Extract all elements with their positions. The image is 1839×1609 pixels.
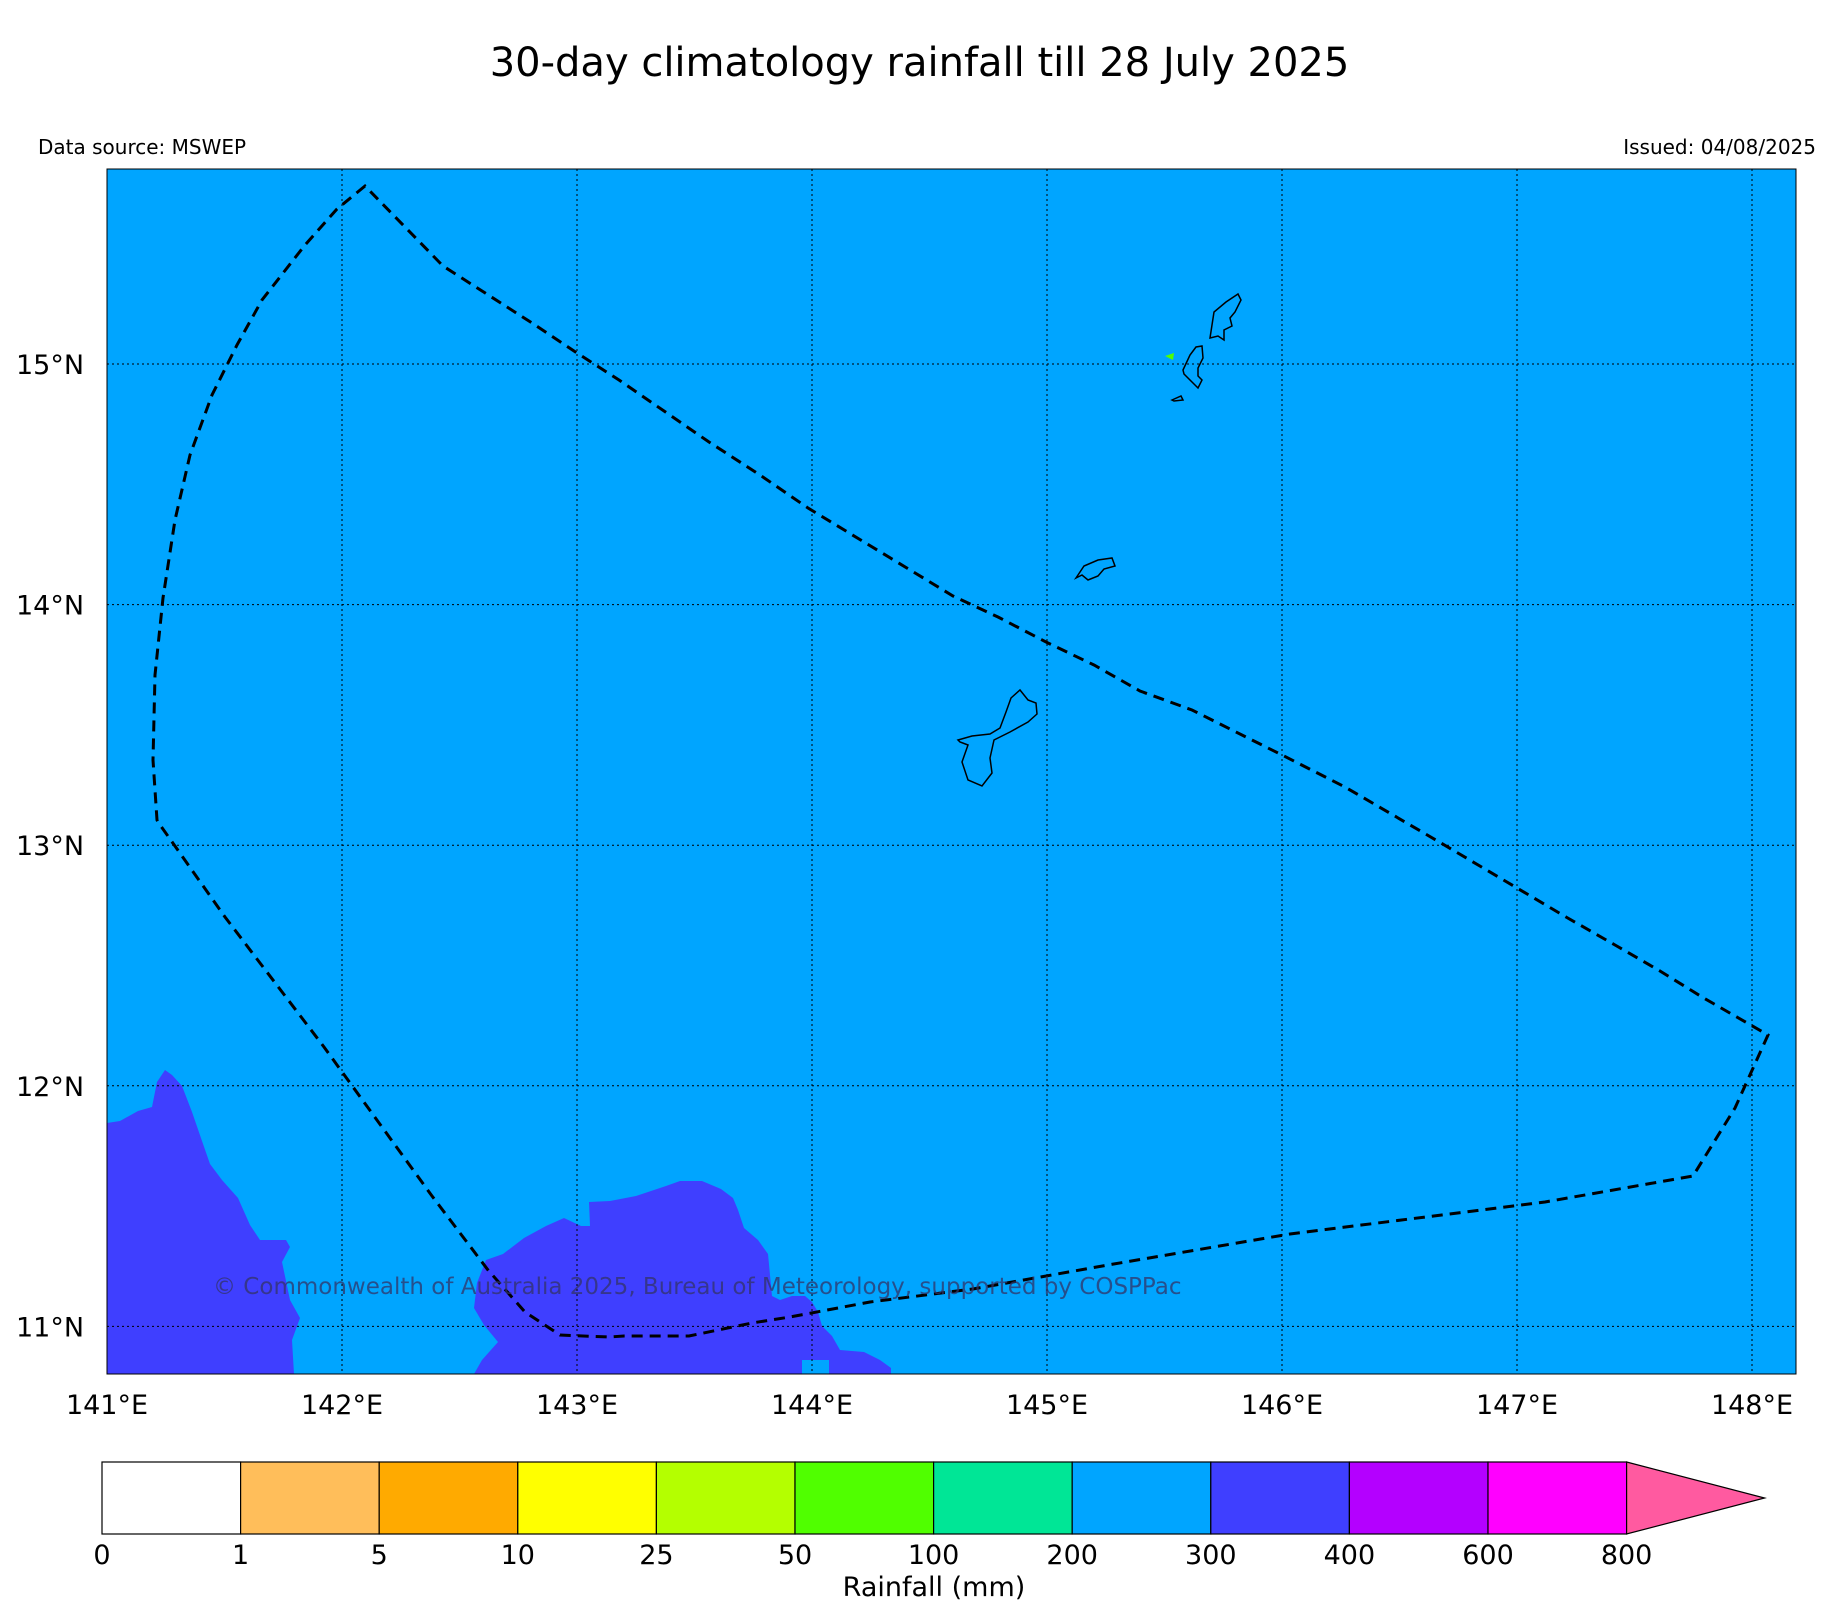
rainfall-region-southwest [107, 1070, 300, 1374]
colorbar-segment [378, 1461, 519, 1535]
copyright-text: © Commonwealth of Australia 2025, Bureau… [213, 1274, 1182, 1300]
colorbar-tick-label: 1 [232, 1540, 249, 1571]
colorbar-tick-label: 10 [501, 1540, 535, 1571]
map-title: 30-day climatology rainfall till 28 July… [489, 40, 1350, 86]
colorbar-tick-label: 200 [1046, 1540, 1098, 1571]
latitude-label: 12°N [16, 1072, 84, 1103]
colorbar-tick-label: 800 [1601, 1540, 1653, 1571]
longitude-label: 147°E [1476, 1390, 1558, 1421]
longitude-label: 145°E [1006, 1390, 1088, 1421]
colorbar: 0 1 5 10 25 50 100 200 300 400 600 800 [93, 1461, 1767, 1571]
latitude-label: 15°N [16, 350, 84, 381]
aguijan-outline [1170, 395, 1185, 402]
colorbar-tick-label: 600 [1462, 1540, 1514, 1571]
colorbar-segment [655, 1461, 796, 1535]
latitude-label: 11°N [16, 1312, 84, 1343]
colorbar-segment [1348, 1461, 1489, 1535]
map-frame [106, 168, 1797, 1375]
colorbar-segment [1487, 1461, 1628, 1535]
rota-outline [1073, 557, 1116, 581]
colorbar-segment [240, 1461, 380, 1535]
colorbar-tick-label: 300 [1185, 1540, 1237, 1571]
tinian-outline [1182, 345, 1204, 390]
rain-pixel-marker [1165, 353, 1174, 360]
longitude-label: 141°E [66, 1390, 148, 1421]
colorbar-tick-label: 25 [639, 1540, 673, 1571]
latitude-labels: 15°N 14°N 13°N 12°N 11°N [16, 350, 84, 1343]
island-outlines [956, 292, 1242, 787]
colorbar-title: Rainfall (mm) [843, 1572, 1026, 1603]
latitude-label: 14°N [16, 591, 84, 622]
issued-date-label: Issued: 04/08/2025 [1623, 135, 1816, 159]
colorbar-segment [794, 1461, 935, 1535]
latitude-label: 13°N [16, 831, 84, 862]
rainfall-region-south [474, 1181, 891, 1374]
colorbar-tick-label: 5 [371, 1540, 388, 1571]
colorbar-extend-arrow [1625, 1461, 1767, 1535]
longitude-label: 144°E [771, 1390, 853, 1421]
colorbar-segment [101, 1461, 242, 1535]
longitude-labels: 141°E 142°E 143°E 144°E 145°E 146°E 147°E 148°E [66, 1390, 1793, 1421]
colorbar-segment [1210, 1461, 1351, 1535]
map-background [107, 169, 1796, 1374]
colorbar-tick-label: 400 [1324, 1540, 1376, 1571]
colorbar-tick-label: 0 [93, 1540, 110, 1571]
longitude-label: 146°E [1241, 1390, 1323, 1421]
data-source-label: Data source: MSWEP [38, 135, 247, 159]
longitude-label: 143°E [536, 1390, 618, 1421]
longitude-label: 142°E [301, 1390, 383, 1421]
colorbar-segment [517, 1461, 657, 1535]
colorbar-segment [932, 1461, 1073, 1535]
colorbar-segment [1071, 1461, 1212, 1535]
saipan-outline [1209, 292, 1242, 342]
guam-outline [956, 688, 1038, 787]
longitude-label: 148°E [1711, 1390, 1793, 1421]
colorbar-tick-label: 50 [778, 1540, 812, 1571]
colorbar-tick-label: 100 [908, 1540, 960, 1571]
graticule [107, 169, 1796, 1374]
eez-boundary-line [151, 183, 1770, 1339]
